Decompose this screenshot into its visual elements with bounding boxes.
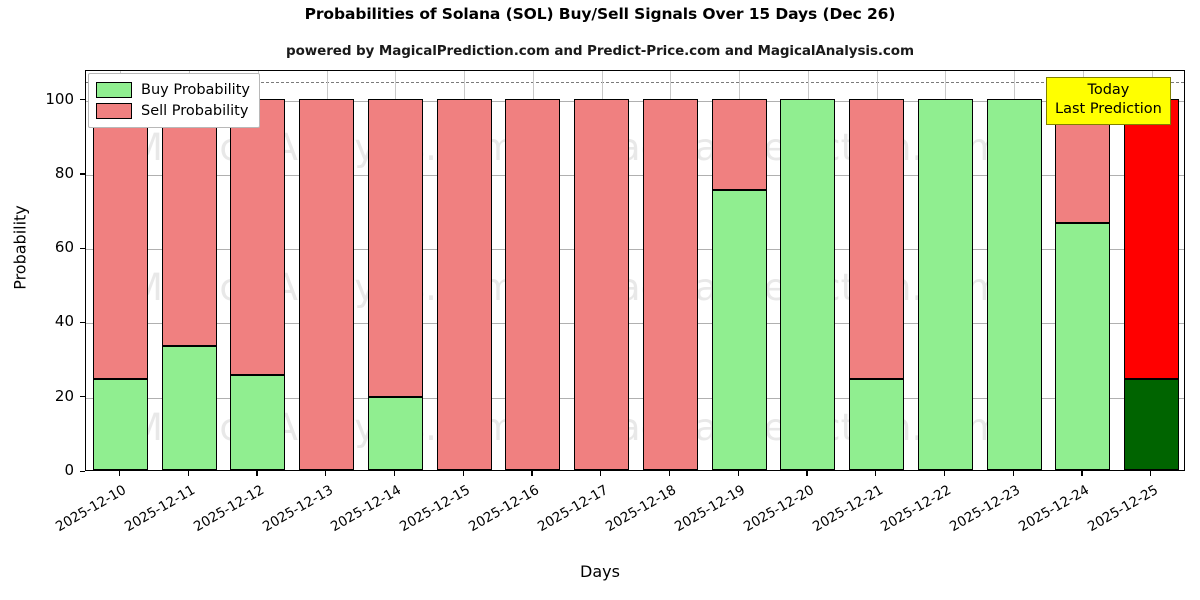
bar-segment-sell[interactable] bbox=[1124, 98, 1180, 380]
x-tick-mark bbox=[668, 471, 671, 476]
bar-segment-buy[interactable] bbox=[1124, 379, 1180, 470]
y-tick-label: 20 bbox=[54, 386, 74, 405]
chart-legend: Buy Probability Sell Probability bbox=[88, 73, 260, 128]
y-tick-label: 100 bbox=[45, 89, 74, 108]
x-tick-mark bbox=[1150, 471, 1152, 476]
x-tick-mark bbox=[943, 471, 946, 476]
bar-group[interactable] bbox=[161, 71, 217, 470]
x-tick-mark bbox=[325, 471, 327, 476]
bar-segment-sell[interactable] bbox=[849, 98, 905, 380]
y-tick-label: 40 bbox=[54, 312, 74, 331]
reference-line bbox=[86, 82, 1184, 84]
chart-title: Probabilities of Solana (SOL) Buy/Sell S… bbox=[304, 5, 896, 23]
bar-segment-sell[interactable] bbox=[299, 98, 355, 470]
bar-segment-sell[interactable] bbox=[92, 98, 148, 380]
legend-label-sell: Sell Probability bbox=[141, 102, 249, 119]
bar-group[interactable] bbox=[849, 71, 905, 470]
today-annotation-line2: Last Prediction bbox=[1055, 101, 1162, 117]
bar-segment-buy[interactable] bbox=[711, 189, 767, 470]
bar-group[interactable] bbox=[505, 71, 561, 470]
bar-group[interactable] bbox=[92, 71, 148, 470]
bar-segment-buy[interactable] bbox=[230, 375, 286, 470]
y-tick-label: 0 bbox=[64, 461, 74, 479]
x-tick-mark bbox=[1012, 471, 1014, 476]
x-tick-mark bbox=[118, 471, 121, 476]
chart-subtitle: powered by MagicalPrediction.com and Pre… bbox=[286, 43, 914, 59]
bar-segment-sell[interactable] bbox=[574, 98, 630, 470]
bar-segment-sell[interactable] bbox=[711, 98, 767, 190]
bar-group[interactable] bbox=[711, 71, 767, 470]
bar-group[interactable] bbox=[642, 71, 698, 470]
x-tick-mark bbox=[737, 471, 739, 476]
x-tick-mark bbox=[187, 471, 189, 476]
bar-group[interactable] bbox=[230, 71, 286, 470]
today-annotation-line1: Today bbox=[1087, 82, 1130, 98]
bar-segment-sell[interactable] bbox=[230, 98, 286, 376]
bar-group[interactable] bbox=[917, 71, 973, 470]
today-annotation: Today Last Prediction bbox=[1046, 77, 1171, 125]
bar-group[interactable] bbox=[986, 71, 1042, 470]
legend-swatch-buy bbox=[96, 81, 132, 98]
x-tick-mark bbox=[256, 471, 258, 476]
grid-line-horizontal bbox=[86, 323, 1184, 325]
x-tick-mark bbox=[393, 471, 396, 476]
bar-group[interactable] bbox=[1124, 71, 1180, 470]
y-tick-label: 60 bbox=[54, 238, 74, 257]
x-tick-mark bbox=[462, 471, 464, 476]
bar-segment-buy[interactable] bbox=[367, 397, 423, 470]
legend-label-buy: Buy Probability bbox=[141, 81, 250, 98]
y-tick-mark bbox=[80, 99, 85, 101]
grid-line-horizontal bbox=[86, 249, 1184, 251]
bar-segment-sell[interactable] bbox=[367, 98, 423, 398]
bar-segment-sell[interactable] bbox=[505, 98, 561, 470]
legend-item-buy: Buy Probability bbox=[96, 79, 250, 100]
y-tick-mark bbox=[80, 470, 85, 472]
x-tick-mark bbox=[600, 471, 602, 476]
grid-line-horizontal bbox=[86, 174, 1184, 176]
y-tick-mark bbox=[80, 247, 85, 249]
bar-group[interactable] bbox=[299, 71, 355, 470]
x-tick-mark bbox=[806, 471, 808, 476]
bar-segment-buy[interactable] bbox=[986, 98, 1042, 470]
bar-group[interactable] bbox=[1055, 71, 1111, 470]
x-axis-label: Days bbox=[580, 562, 620, 581]
bar-group[interactable] bbox=[574, 71, 630, 470]
bar-group[interactable] bbox=[436, 71, 492, 470]
grid-line-horizontal bbox=[86, 397, 1184, 399]
bar-segment-buy[interactable] bbox=[1055, 223, 1111, 470]
legend-swatch-sell bbox=[96, 102, 132, 119]
bar-segment-buy[interactable] bbox=[849, 379, 905, 470]
plot-area: MagicalAnalysis.comMagicalPrediction.com… bbox=[85, 70, 1185, 471]
y-tick-mark bbox=[80, 321, 85, 324]
y-tick-label: 80 bbox=[54, 163, 74, 182]
bar-segment-buy[interactable] bbox=[917, 98, 973, 470]
legend-item-sell: Sell Probability bbox=[96, 100, 250, 121]
bar-segment-buy[interactable] bbox=[161, 346, 217, 470]
x-tick-mark bbox=[1081, 471, 1083, 476]
y-tick-mark bbox=[80, 173, 85, 175]
bar-segment-sell[interactable] bbox=[436, 98, 492, 470]
x-tick-mark bbox=[875, 471, 877, 476]
bar-group[interactable] bbox=[780, 71, 836, 470]
x-tick-mark bbox=[531, 471, 533, 476]
y-tick-mark bbox=[80, 396, 85, 398]
bar-group[interactable] bbox=[367, 71, 423, 470]
bar-segment-buy[interactable] bbox=[92, 379, 148, 470]
grid-line-horizontal bbox=[86, 100, 1184, 102]
bar-segment-buy[interactable] bbox=[780, 98, 836, 470]
bar-segment-sell[interactable] bbox=[642, 98, 698, 470]
bar-segment-sell[interactable] bbox=[161, 98, 217, 347]
